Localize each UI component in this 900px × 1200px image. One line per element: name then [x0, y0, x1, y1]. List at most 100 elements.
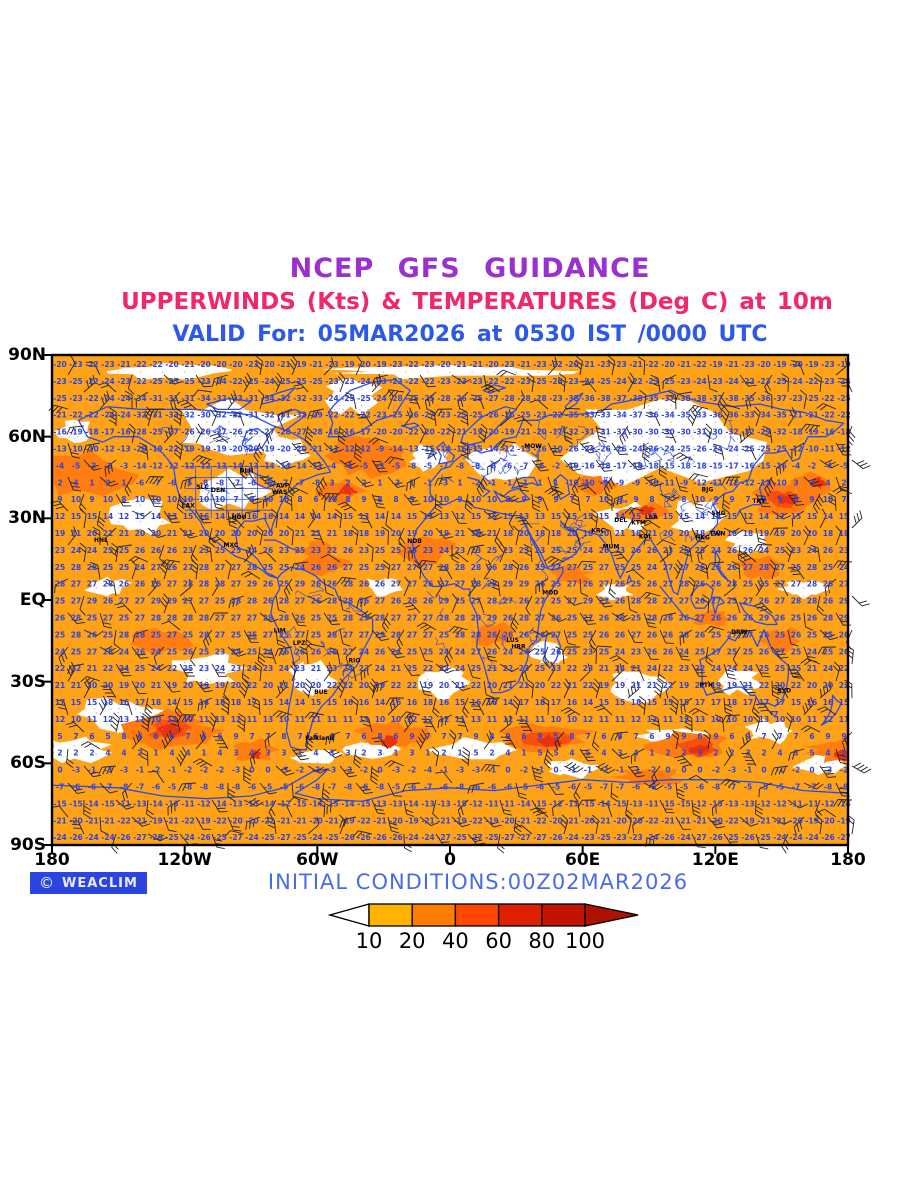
svg-text:-12: -12 [693, 799, 707, 808]
svg-text:27: 27 [391, 563, 401, 572]
svg-text:15: 15 [71, 512, 81, 521]
svg-text:-12: -12 [501, 445, 515, 454]
svg-text:-22: -22 [693, 360, 707, 369]
svg-text:-6: -6 [72, 783, 80, 792]
svg-text:21: 21 [295, 529, 305, 538]
svg-text:26: 26 [759, 647, 769, 656]
svg-text:8: 8 [297, 495, 302, 504]
svg-text:-25: -25 [469, 411, 483, 420]
svg-text:-1: -1 [88, 766, 96, 775]
svg-text:26: 26 [583, 580, 593, 589]
svg-text:26: 26 [327, 563, 337, 572]
svg-text:-1: -1 [776, 766, 784, 775]
svg-text:28: 28 [375, 614, 385, 623]
svg-text:1: 1 [649, 749, 654, 758]
svg-text:26: 26 [263, 597, 273, 606]
svg-text:-25: -25 [421, 394, 435, 403]
svg-text:12: 12 [679, 715, 689, 724]
svg-text:-12: -12 [197, 799, 211, 808]
svg-text:-30: -30 [677, 428, 691, 437]
svg-text:-5: -5 [264, 783, 272, 792]
svg-text:22: 22 [759, 681, 769, 690]
svg-text:20: 20 [151, 529, 161, 538]
svg-text:-25: -25 [453, 833, 467, 842]
svg-text:-2: -2 [104, 461, 112, 470]
svg-text:-19: -19 [805, 360, 819, 369]
svg-text:25: 25 [551, 597, 561, 606]
svg-text:15: 15 [599, 698, 609, 707]
svg-text:-23: -23 [517, 377, 531, 386]
svg-text:26: 26 [295, 647, 305, 656]
svg-text:-36: -36 [581, 394, 595, 403]
svg-text:-20: -20 [69, 816, 83, 825]
svg-text:10: 10 [103, 495, 113, 504]
svg-text:9: 9 [537, 495, 542, 504]
svg-text:-20: -20 [229, 445, 243, 454]
svg-text:-13: -13 [741, 799, 755, 808]
svg-text:13: 13 [439, 512, 449, 521]
svg-text:15: 15 [407, 512, 417, 521]
svg-text:-2: -2 [216, 766, 224, 775]
svg-text:9: 9 [745, 732, 750, 741]
svg-text:8: 8 [681, 495, 686, 504]
svg-text:22: 22 [407, 681, 417, 690]
svg-text:-32: -32 [293, 411, 307, 420]
svg-text:-7: -7 [808, 783, 816, 792]
svg-text:-31: -31 [597, 428, 611, 437]
svg-text:-15: -15 [469, 445, 483, 454]
svg-text:-25: -25 [213, 833, 227, 842]
svg-text:-37: -37 [773, 394, 787, 403]
station-label: LAX [182, 503, 195, 510]
station-label: LIM [274, 628, 286, 635]
svg-text:-11: -11 [645, 799, 659, 808]
svg-text:25: 25 [231, 630, 241, 639]
svg-text:28: 28 [455, 563, 465, 572]
svg-text:1: 1 [521, 749, 526, 758]
svg-text:-2: -2 [152, 766, 160, 775]
svg-text:22: 22 [663, 681, 673, 690]
svg-text:-12: -12 [757, 799, 771, 808]
svg-text:27: 27 [567, 597, 577, 606]
svg-text:26: 26 [119, 580, 129, 589]
svg-text:-3: -3 [120, 766, 128, 775]
svg-text:-20: -20 [485, 428, 499, 437]
svg-text:-20: -20 [565, 360, 579, 369]
svg-text:-13: -13 [165, 799, 179, 808]
svg-text:26: 26 [615, 597, 625, 606]
svg-text:-31: -31 [277, 411, 291, 420]
svg-text:-22: -22 [341, 411, 355, 420]
svg-text:-14: -14 [149, 799, 163, 808]
svg-text:16: 16 [823, 698, 833, 707]
svg-text:15: 15 [647, 512, 657, 521]
svg-text:28: 28 [327, 630, 337, 639]
svg-text:28: 28 [727, 580, 737, 589]
svg-text:11: 11 [599, 715, 609, 724]
svg-text:7: 7 [73, 732, 78, 741]
svg-text:25: 25 [391, 546, 401, 555]
svg-text:-22: -22 [85, 377, 99, 386]
svg-text:21: 21 [631, 681, 641, 690]
svg-text:-24: -24 [117, 411, 131, 420]
svg-text:11: 11 [455, 715, 465, 724]
svg-text:28: 28 [135, 630, 145, 639]
svg-text:14: 14 [615, 512, 625, 521]
svg-text:-23: -23 [597, 360, 611, 369]
svg-text:-26: -26 [693, 445, 707, 454]
svg-text:22: 22 [503, 664, 513, 673]
svg-text:20: 20 [231, 681, 241, 690]
svg-text:-22: -22 [533, 816, 547, 825]
svg-text:26: 26 [551, 647, 561, 656]
svg-text:27: 27 [407, 563, 417, 572]
svg-text:-5: -5 [424, 461, 432, 470]
svg-text:18: 18 [423, 698, 433, 707]
svg-text:-8: -8 [232, 783, 240, 792]
svg-text:12: 12 [583, 715, 593, 724]
svg-text:-15: -15 [709, 461, 723, 470]
svg-text:-20: -20 [581, 816, 595, 825]
svg-text:-1: -1 [616, 766, 624, 775]
svg-text:-26: -26 [181, 428, 195, 437]
svg-text:15: 15 [567, 512, 577, 521]
svg-text:9: 9 [361, 495, 366, 504]
svg-text:-21: -21 [581, 360, 595, 369]
svg-text:-20: -20 [389, 428, 403, 437]
